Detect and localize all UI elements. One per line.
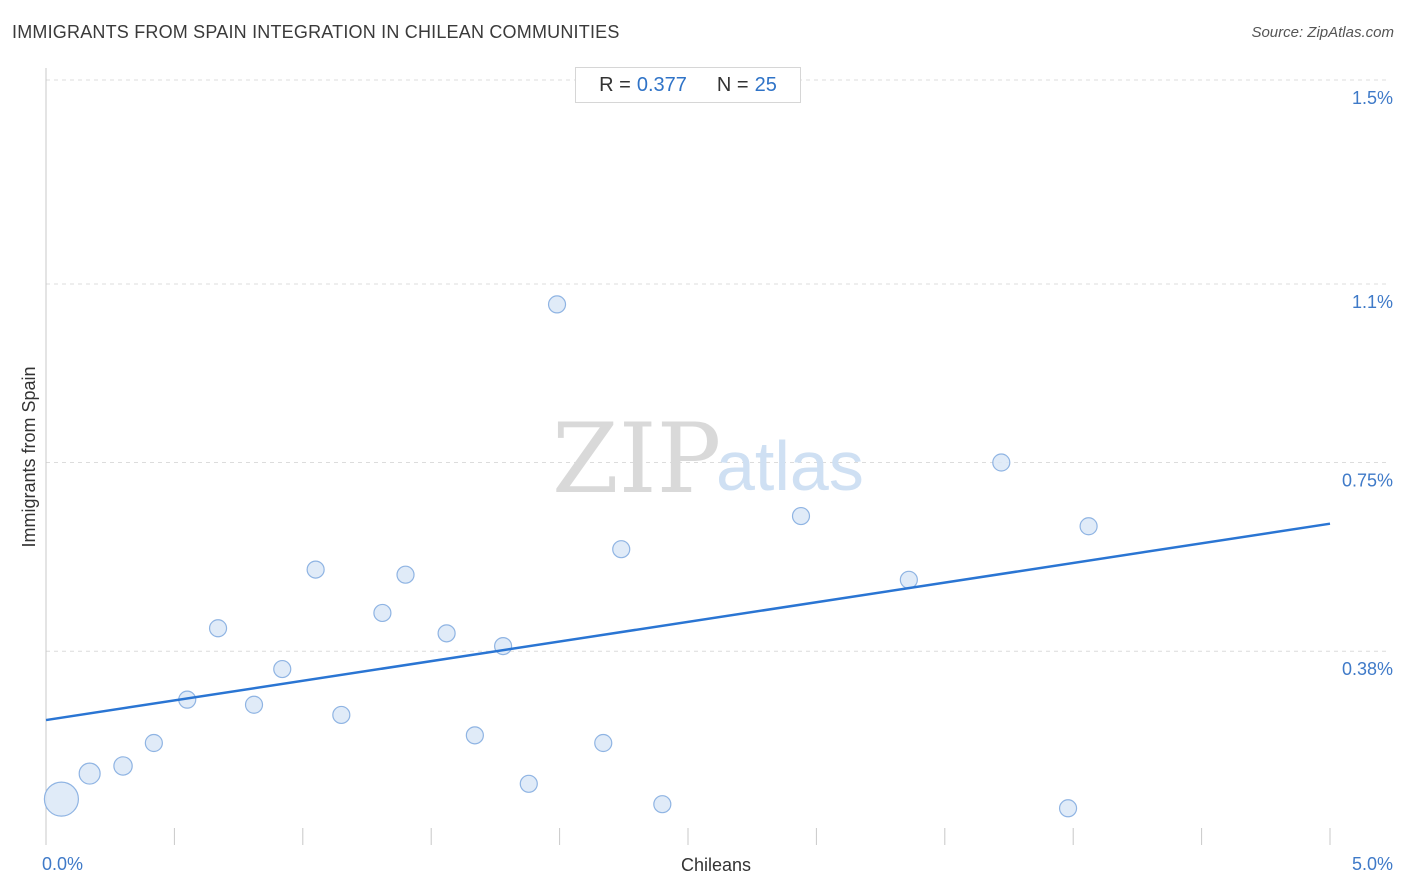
data-point-10 [373,603,392,623]
y-tick-labels: 0.38% 0.75% 1.1% 1.5% [1342,88,1393,679]
data-point-24 [1079,517,1098,536]
data-point-7 [273,659,292,679]
watermark: ZIP atlas [552,403,864,515]
axes [45,68,1331,845]
watermark-zip: ZIP [552,403,721,515]
data-point-8 [306,560,325,579]
n-label: N = [716,73,749,96]
stats-box: R = 0.377 N = 25 [575,67,801,103]
grid-lines [46,79,1390,652]
y-tick-label-3: 1.5% [1352,88,1393,108]
data-point-18 [612,540,631,559]
trendline-group [45,522,1331,722]
watermark-atlas: atlas [716,427,864,505]
y-axis-label: Immigrants from Spain [19,366,39,547]
data-point-21 [899,570,918,589]
source-label: Source: ZipAtlas.com [1251,24,1394,41]
data-point-5 [208,619,228,638]
data-point-9 [332,705,351,725]
r-label: R = [599,73,631,96]
data-point-23 [1058,799,1078,818]
y-tick-label-1: 0.75% [1342,471,1393,491]
data-point-17 [594,733,613,753]
data-point-22 [992,453,1011,472]
data-points [43,295,1098,818]
data-point-3 [144,733,163,753]
n-value: 25 [754,73,777,96]
x-axis-label: Chileans [681,855,751,875]
data-point-20 [791,506,811,526]
data-point-11 [396,565,415,584]
trendline [45,522,1331,722]
x-tick-label-0: 0.0% [42,854,83,874]
data-point-13 [465,726,484,745]
y-tick-label-0: 0.38% [1342,659,1393,679]
data-point-19 [653,795,672,814]
chart-title: IMMIGRANTS FROM SPAIN INTEGRATION IN CHI… [12,22,620,42]
data-point-2 [113,756,133,776]
data-point-6 [244,695,264,714]
data-point-1 [78,762,101,785]
data-point-0 [43,781,80,817]
y-tick-label-2: 1.1% [1352,292,1393,312]
data-point-16 [547,295,567,314]
x-tick-labels: 0.0% 5.0% [42,854,1393,874]
data-point-12 [437,624,456,643]
x-tick-label-1: 5.0% [1352,854,1393,874]
data-point-15 [519,774,538,793]
r-value: 0.377 [636,73,687,96]
